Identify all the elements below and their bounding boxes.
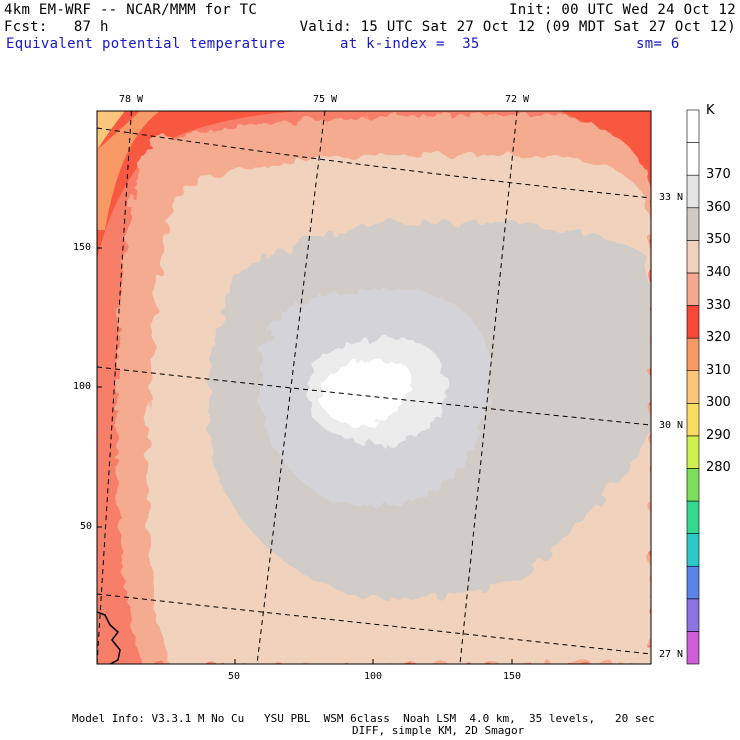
theta-e-field <box>97 111 651 664</box>
colorbar-swatch <box>686 500 700 534</box>
colorbar-swatch <box>686 533 700 567</box>
x-tick-50: 50 <box>228 671 241 682</box>
colorbar-swatch <box>686 402 700 437</box>
colorbar-swatch <box>686 305 700 339</box>
model-info-diffusion: DIFF, simple KM, 2D Smagor <box>352 724 525 737</box>
colorbar-swatch <box>686 272 700 306</box>
level-index: at k-index = 35 <box>340 36 480 52</box>
colorbar-label: 330 <box>706 297 731 313</box>
y-tick-150: 150 <box>73 242 92 253</box>
colorbar-swatch <box>686 337 700 372</box>
model-info: Model Info: V3.3.1 M No Cu YSU PBL WSM 6… <box>72 712 655 725</box>
field-orange-corner <box>97 111 125 150</box>
field-name: Equivalent potential temperature <box>6 36 286 52</box>
lat-label-27n: 27 N <box>659 649 684 660</box>
y-tick-50: 50 <box>80 521 93 532</box>
smoothing: sm= 6 <box>636 36 680 52</box>
graticule <box>97 111 651 664</box>
x-tick-150: 150 <box>503 671 522 682</box>
field-orange-band <box>97 111 160 230</box>
coastline <box>97 611 121 664</box>
colorbar-swatch <box>686 370 700 404</box>
lat-label-33n: 33 N <box>659 192 684 203</box>
model-title: 4km EM-WRF -- NCAR/MMM for TC <box>4 2 258 18</box>
colorbar-swatch <box>686 631 700 665</box>
x-axis-ticks <box>234 659 513 664</box>
lon-label-78w: 78 W <box>119 94 144 105</box>
colorbar-label: 280 <box>706 460 731 476</box>
lat-label-30n: 30 N <box>659 420 684 431</box>
init-time: Init: 00 UTC Wed 24 Oct 12 <box>509 2 736 18</box>
colorbar-label: 370 <box>706 167 731 183</box>
colorbar-swatch <box>686 468 700 502</box>
x-tick-100: 100 <box>364 671 383 682</box>
colorbar-label: 340 <box>706 264 731 280</box>
colorbar-label: 320 <box>706 330 731 346</box>
colorbar-swatch <box>686 207 700 241</box>
colorbar <box>686 109 700 665</box>
field-core <box>320 361 413 425</box>
colorbar-swatch <box>686 174 700 209</box>
lon-label-72w: 72 W <box>505 94 530 105</box>
field-red-ne <box>560 111 651 185</box>
colorbar-swatch <box>686 109 700 143</box>
colorbar-swatch <box>686 240 700 274</box>
colorbar-unit: K <box>706 103 715 118</box>
colorbar-label: 290 <box>706 427 731 443</box>
colorbar-label: 360 <box>706 199 731 215</box>
valid-time: Valid: 15 UTC Sat 27 Oct 12 (09 MDT Sat … <box>299 19 736 35</box>
y-tick-100: 100 <box>73 381 92 392</box>
colorbar-swatch <box>686 435 700 469</box>
colorbar-label: 300 <box>706 395 731 411</box>
lon-label-75w: 75 W <box>313 94 338 105</box>
colorbar-label: 350 <box>706 232 731 248</box>
colorbar-swatch <box>686 598 700 632</box>
colorbar-label: 310 <box>706 362 731 378</box>
y-axis-ticks <box>97 247 102 528</box>
colorbar-swatch <box>686 142 700 176</box>
colorbar-swatch <box>686 565 700 600</box>
forecast-hour: Fcst: 87 h <box>4 19 109 35</box>
